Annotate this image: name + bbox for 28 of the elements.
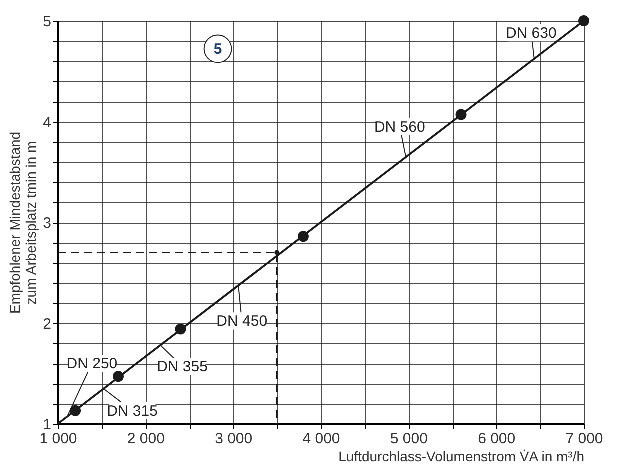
y-tick-label: 4 xyxy=(43,114,52,132)
annotation: DN 250 xyxy=(66,356,118,373)
x-tick-label: 3 000 xyxy=(215,430,253,448)
y-axis-title: Empfohlener Mindestabstand zum Arbeitsplatz tmin in m xyxy=(7,132,40,314)
annotation: DN 630 xyxy=(506,25,557,42)
y-tick-label: 3 xyxy=(43,215,52,232)
y-tick-label: 1 xyxy=(43,416,52,434)
x-tick-label: 1 000 xyxy=(40,430,78,448)
point xyxy=(70,405,82,416)
x-tick-label: 6 000 xyxy=(478,430,516,448)
point xyxy=(274,250,280,256)
point xyxy=(113,371,124,382)
annotation: DN 315 xyxy=(107,402,158,420)
annotation: DN 355 xyxy=(157,358,208,376)
point xyxy=(578,16,590,26)
y-tick-label: 2 xyxy=(43,316,52,333)
x-tick-label: 2 000 xyxy=(127,430,165,448)
x-tick-label: 5 000 xyxy=(390,430,428,448)
point xyxy=(175,324,186,335)
annotation: DN 560 xyxy=(374,118,426,136)
annotation: 5 xyxy=(214,41,222,58)
point xyxy=(298,231,309,242)
x-axis-title: Luftdurchlass-Volumenstrom V̇A in m³/h xyxy=(338,448,584,464)
x-tick-label: 7 000 xyxy=(566,430,604,448)
point xyxy=(456,109,467,120)
x-tick-label: 4 000 xyxy=(302,430,340,448)
y-tick-label: 5 xyxy=(43,14,52,30)
annotation: DN 450 xyxy=(216,313,268,330)
